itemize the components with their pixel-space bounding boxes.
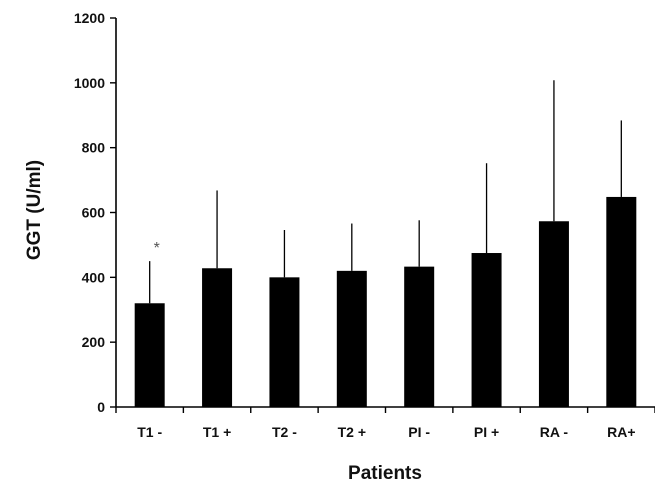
- bar: [538, 221, 569, 407]
- x-axis: T1 - T1 + T2 - T2 + PI - PI + RA - RA+: [115, 406, 655, 440]
- y-tick-label: 1200: [74, 10, 105, 26]
- x-tick-label: T1 -: [137, 424, 162, 440]
- y-tick-label: 600: [82, 205, 106, 221]
- x-tick-label: T2 -: [272, 424, 297, 440]
- y-tick-label: 0: [97, 399, 105, 415]
- y-tick-label: 800: [82, 140, 106, 156]
- y-tick-label: 200: [82, 334, 106, 350]
- bar: [202, 268, 233, 407]
- x-tick-label: T1 +: [203, 424, 231, 440]
- annotations: *: [154, 240, 160, 257]
- bar: [606, 196, 637, 407]
- bar: [134, 303, 165, 407]
- x-tick-label: RA+: [607, 424, 635, 440]
- bar: [269, 277, 300, 407]
- bar: [404, 266, 435, 407]
- x-tick-label: PI +: [474, 424, 499, 440]
- bars: [134, 80, 637, 407]
- y-axis: 0 200 400 600 800 1000 1200: [74, 10, 117, 415]
- bar: [336, 270, 367, 407]
- y-tick-label: 400: [82, 269, 106, 285]
- x-tick-label: PI -: [408, 424, 430, 440]
- y-axis-title: GGT (U/ml): [24, 160, 45, 260]
- bar: [471, 253, 502, 407]
- x-axis-title: Patients: [348, 463, 422, 484]
- x-tick-label: T2 +: [338, 424, 366, 440]
- y-tick-label: 1000: [74, 75, 105, 91]
- significance-marker: *: [154, 240, 160, 257]
- x-tick-label: RA -: [540, 424, 569, 440]
